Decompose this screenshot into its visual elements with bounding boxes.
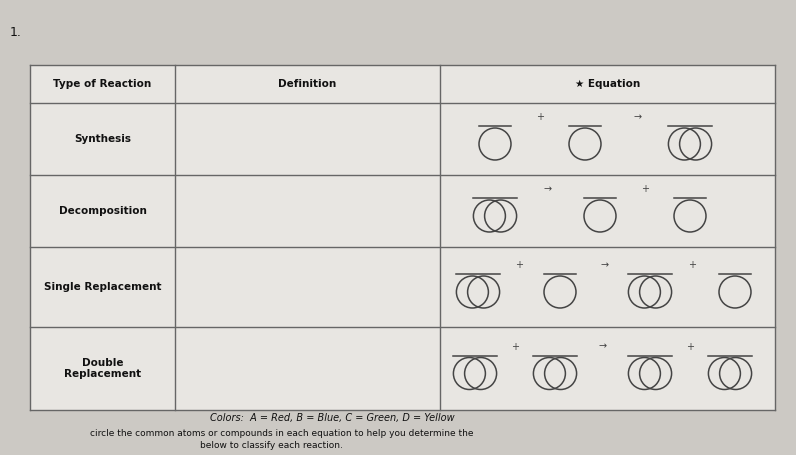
Text: Type of Reaction: Type of Reaction: [53, 79, 151, 89]
Text: +: +: [536, 112, 544, 122]
Text: Synthesis: Synthesis: [74, 134, 131, 144]
Text: +: +: [686, 342, 694, 352]
Text: Definition: Definition: [279, 79, 337, 89]
Text: +: +: [511, 342, 519, 352]
Text: +: +: [641, 184, 649, 194]
Text: Double
Replacement: Double Replacement: [64, 358, 141, 379]
Text: Single Replacement: Single Replacement: [44, 282, 162, 292]
Text: →: →: [599, 342, 607, 352]
Text: ★ Equation: ★ Equation: [575, 79, 640, 89]
Text: below to classify each reaction.: below to classify each reaction.: [200, 440, 343, 450]
Text: →: →: [634, 112, 642, 122]
Text: circle the common atoms or compounds in each equation to help you determine the: circle the common atoms or compounds in …: [90, 429, 474, 438]
Text: →: →: [601, 260, 609, 270]
Text: +: +: [689, 260, 696, 270]
Text: Colors:  A = Red, B = Blue, C = Green, D = Yellow: Colors: A = Red, B = Blue, C = Green, D …: [210, 413, 455, 423]
Text: +: +: [515, 260, 523, 270]
Text: Decomposition: Decomposition: [59, 206, 146, 216]
Text: 1.: 1.: [10, 26, 21, 40]
Text: →: →: [544, 184, 552, 194]
Bar: [30, 65, 775, 410]
